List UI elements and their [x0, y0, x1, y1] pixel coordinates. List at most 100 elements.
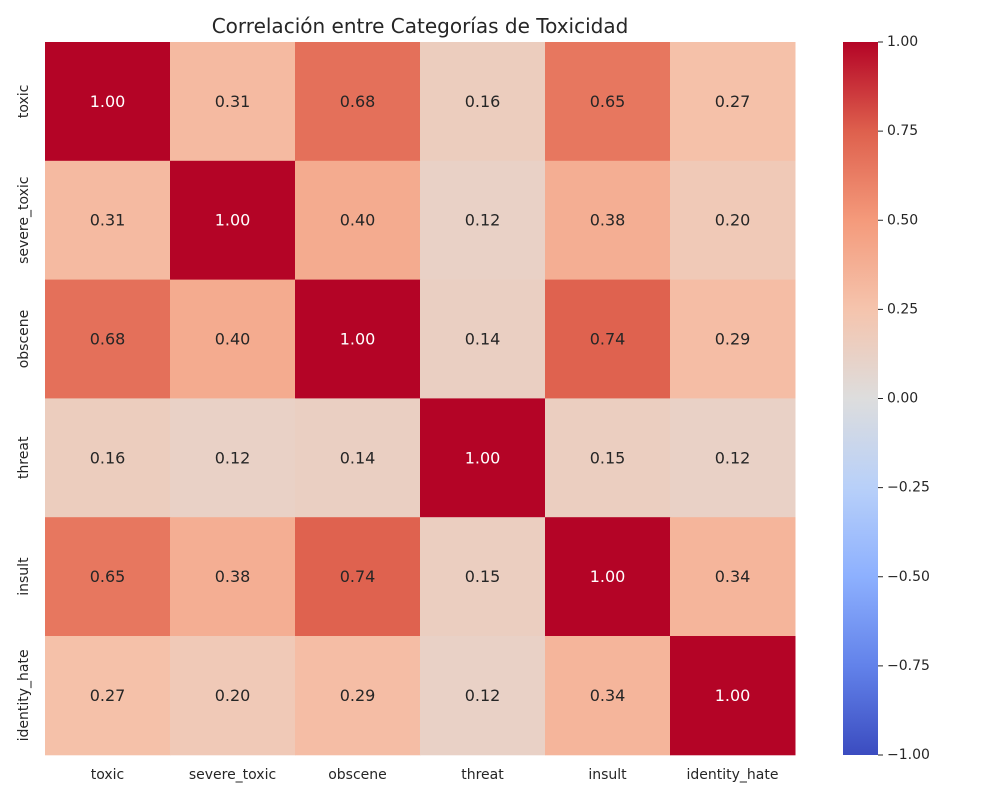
heatmap-cell-toxic-obscene — [295, 42, 421, 162]
cell-value-label: 0.14 — [465, 330, 501, 349]
heatmap-cell-obscene-threat — [420, 279, 546, 399]
heatmap-cell-insult-toxic — [45, 517, 171, 637]
cell-value-label: 0.14 — [340, 448, 376, 467]
cell-value-label: 0.15 — [465, 567, 501, 586]
heatmap-cell-obscene-identity_hate — [670, 279, 796, 399]
x-axis-ticks: toxic severe_toxic obscene threat insult iden… — [91, 767, 779, 783]
heatmap-cell-toxic-severe_toxic — [170, 42, 296, 162]
colorbar-tick-label: 0.75 — [887, 123, 918, 139]
x-tick-label: toxic — [91, 767, 125, 783]
cell-value-label: 0.65 — [590, 92, 626, 111]
cell-value-label: 1.00 — [215, 211, 251, 230]
cell-value-label: 0.27 — [90, 686, 126, 705]
heatmap-cell-toxic-toxic — [45, 42, 171, 162]
heatmap-cell-severe_toxic-toxic — [45, 160, 171, 281]
heatmap-cell-toxic-insult — [545, 42, 671, 162]
heatmap-cell-obscene-insult — [545, 279, 671, 399]
x-tick-label: threat — [461, 767, 504, 783]
colorbar-tick-label: −0.50 — [887, 569, 930, 585]
y-tick-label: threat — [16, 436, 32, 479]
cell-value-label: 0.16 — [465, 92, 501, 111]
cell-value-label: 0.34 — [715, 567, 751, 586]
cell-value-label: 0.31 — [215, 92, 251, 111]
cell-value-label: 0.12 — [215, 448, 251, 467]
heatmap-cells — [45, 42, 796, 756]
cell-value-label: 0.65 — [90, 567, 126, 586]
colorbar-tick-label: −0.75 — [887, 658, 930, 674]
cell-value-label: 0.38 — [215, 567, 251, 586]
heatmap-cell-threat-threat — [420, 398, 546, 518]
heatmap-cell-threat-severe_toxic — [170, 398, 296, 518]
y-tick-label: identity_hate — [16, 649, 32, 741]
heatmap-cell-severe_toxic-obscene — [295, 160, 421, 281]
cell-value-label: 0.12 — [465, 686, 501, 705]
x-tick-label: obscene — [328, 767, 387, 783]
colorbar-ticks: 1.00 0.75 0.50 0.25 0.00 −0.25 −0.50 −0.75 −1.00 — [878, 34, 930, 763]
cell-value-label: 0.68 — [340, 92, 376, 111]
cell-value-label: 0.38 — [590, 211, 626, 230]
cell-value-label: 0.20 — [715, 211, 751, 230]
heatmap-cell-obscene-obscene — [295, 279, 421, 399]
heatmap-cell-insult-severe_toxic — [170, 517, 296, 637]
heatmap-cell-threat-toxic — [45, 398, 171, 518]
cell-value-label: 0.12 — [465, 211, 501, 230]
heatmap-cell-severe_toxic-insult — [545, 160, 671, 281]
heatmap-cell-insult-identity_hate — [670, 517, 796, 637]
heatmap-cell-identity_hate-insult — [545, 636, 671, 756]
cell-value-label: 0.74 — [340, 567, 376, 586]
cell-value-label: 1.00 — [90, 92, 126, 111]
cell-value-label: 0.12 — [715, 448, 751, 467]
heatmap-cell-severe_toxic-identity_hate — [670, 160, 796, 281]
cell-value-label: 0.74 — [590, 330, 626, 349]
cell-value-label: 0.31 — [90, 211, 126, 230]
colorbar-tick-label: −1.00 — [887, 747, 930, 763]
cell-value-label: 1.00 — [465, 448, 501, 467]
cell-value-label: 0.16 — [90, 448, 126, 467]
heatmap-cell-toxic-threat — [420, 42, 546, 162]
x-tick-label: insult — [588, 767, 627, 783]
heatmap-cell-insult-insult — [545, 517, 671, 637]
heatmap-cell-identity_hate-threat — [420, 636, 546, 756]
cell-value-label: 1.00 — [715, 686, 751, 705]
colorbar-tick-label: 0.50 — [887, 212, 918, 228]
cell-value-label: 0.40 — [340, 211, 376, 230]
cell-value-label: 0.29 — [340, 686, 376, 705]
heatmap-cell-insult-threat — [420, 517, 546, 637]
heatmap-cell-insult-obscene — [295, 517, 421, 637]
heatmap-cell-obscene-toxic — [45, 279, 171, 399]
cell-value-label: 0.29 — [715, 330, 751, 349]
heatmap-cell-threat-obscene — [295, 398, 421, 518]
heatmap-cell-severe_toxic-severe_toxic — [170, 160, 296, 281]
heatmap-cell-severe_toxic-threat — [420, 160, 546, 281]
colorbar-tick-label: 1.00 — [887, 34, 918, 50]
heatmap-cell-identity_hate-obscene — [295, 636, 421, 756]
x-tick-label: severe_toxic — [189, 767, 276, 783]
y-tick-label: toxic — [16, 85, 32, 119]
y-tick-label: insult — [16, 557, 32, 596]
cell-value-label: 0.68 — [90, 330, 126, 349]
cell-value-label: 0.15 — [590, 448, 626, 467]
cell-value-label: 0.27 — [715, 92, 751, 111]
heatmap-cell-identity_hate-toxic — [45, 636, 171, 756]
cell-value-label: 1.00 — [590, 567, 626, 586]
heatmap-cell-toxic-identity_hate — [670, 42, 796, 162]
cell-value-label: 0.34 — [590, 686, 626, 705]
heatmap-cell-threat-insult — [545, 398, 671, 518]
chart-title: Correlación entre Categorías de Toxicida… — [212, 14, 629, 38]
colorbar-tick-label: 0.00 — [887, 391, 918, 407]
cell-value-label: 1.00 — [340, 330, 376, 349]
colorbar-gradient — [843, 42, 878, 755]
heatmap-cell-obscene-severe_toxic — [170, 279, 296, 399]
heatmap-cell-identity_hate-identity_hate — [670, 636, 796, 756]
heatmap-cell-threat-identity_hate — [670, 398, 796, 518]
colorbar-tick-label: 0.25 — [887, 301, 918, 317]
cell-value-label: 0.20 — [215, 686, 251, 705]
y-tick-label: severe_toxic — [16, 177, 32, 264]
cell-value-label: 0.40 — [215, 330, 251, 349]
heatmap-cell-identity_hate-severe_toxic — [170, 636, 296, 756]
colorbar-tick-label: −0.25 — [887, 480, 930, 496]
y-tick-label: obscene — [16, 310, 32, 369]
colorbar: 1.00 0.75 0.50 0.25 0.00 −0.25 −0.50 −0.75 −1.00 — [843, 34, 930, 763]
